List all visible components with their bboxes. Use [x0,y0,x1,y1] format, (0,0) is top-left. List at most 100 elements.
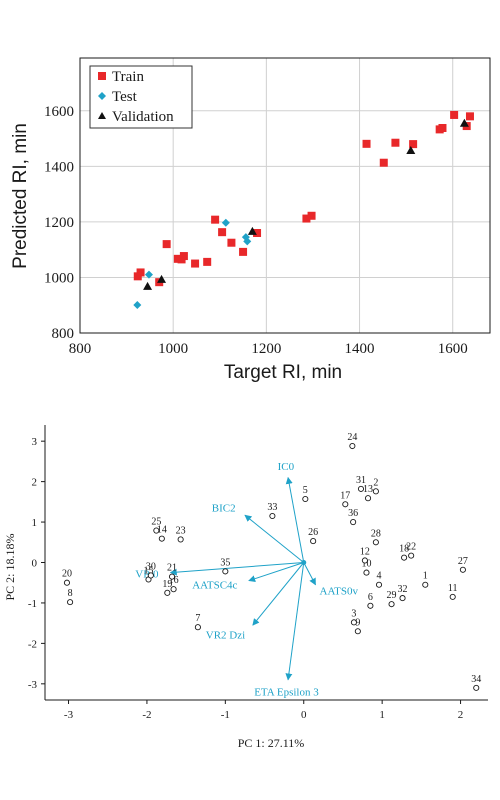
validation-point [406,146,416,154]
loading-label: AATS0v [320,586,359,598]
y-tick-label: 800 [52,326,75,342]
validation-point [459,118,469,127]
x-tick-label: 2 [458,709,464,721]
sample-point [158,535,165,542]
sample-label: 22 [406,542,416,553]
loading-label: IC0 [278,461,295,473]
train-point [162,240,171,249]
y-tick-label: -2 [28,638,37,650]
sample-point [67,599,74,606]
train-point [253,229,262,237]
sample-point [459,566,466,573]
train-point [136,268,145,277]
sample-label: 24 [347,432,357,443]
y-tick-labels: 800 1000 1200 1400 1600 [44,104,74,342]
loading-arrow [169,562,304,576]
train-point [179,252,188,261]
legend-marker-test [98,92,106,100]
sample-point [342,501,349,508]
validation-point [247,226,257,235]
loading-label: VR2 Dzi [206,629,245,641]
y-axis-label: Predicted RI, min [10,123,31,269]
legend-marker-validation [98,112,106,119]
sample-point [170,586,177,593]
sample-label: 28 [371,528,381,539]
sample-point [177,536,184,543]
sample-label: 36 [348,508,358,519]
x-axis-label: Target RI, min [224,362,342,383]
train-point [465,112,474,121]
y-tick-label: 0 [32,558,38,570]
legend-label-train: Train [112,69,144,85]
x-tick-labels: -3 -2 -1 0 1 2 [64,700,463,721]
x-tick-label: -3 [64,709,74,721]
train-point [239,247,248,256]
loading-label: ETA Epsilon 3 [254,687,319,699]
sample-point [473,684,480,691]
x-tick-label: -2 [142,709,151,721]
sample-point [363,569,370,576]
test-point [144,270,153,279]
regression-chart: 800 1000 1200 1400 1600 8001000120014001600 … [10,57,491,383]
x-tick-label: -1 [221,709,230,721]
sample-label: 29 [387,590,397,601]
validation-point [157,274,167,283]
sample-point [449,593,456,600]
sample-point [388,601,395,608]
sample-point [350,619,357,626]
sample-points: 1234567891011121314151617181920212223242… [62,432,481,691]
sample-point [147,572,154,579]
sample-point [361,557,368,564]
sample-label: 27 [458,556,468,567]
sample-label: 16 [169,575,179,586]
loading-arrow [244,514,305,563]
train-point [218,228,227,237]
y-tick-label: -1 [28,598,37,610]
train-point [450,110,459,119]
x-axis-label: PC 1: 27.11% [238,736,305,750]
sample-label: 12 [360,546,370,557]
sample-label: 7 [195,613,200,624]
sample-point [401,554,408,561]
y-tick-label: 1600 [44,104,74,120]
sample-point [408,552,415,559]
y-tick-label: 3 [32,436,38,448]
sample-label: 3 [351,608,356,619]
y-tick-label: 1200 [44,215,74,231]
sample-point [349,442,356,450]
sample-label: 8 [68,588,73,599]
x-tick-label: 1400 [345,341,375,357]
train-point [307,211,316,220]
sample-label: 15 [143,565,153,576]
sample-point [357,485,365,492]
sample-label: 11 [448,583,458,594]
legend-box [89,65,193,129]
sample-point [168,573,176,580]
sample-label: 14 [157,525,167,536]
sample-point [269,512,276,520]
sample-label: 21 [167,563,177,574]
sample-point [399,595,406,602]
sample-point [153,527,160,534]
sample-label: 23 [176,525,186,536]
sample-label: 6 [368,592,373,603]
train-point [362,139,371,148]
sample-label: 19 [162,579,172,590]
loading-label: AATSC4c [192,579,237,591]
loading-arrow [285,562,305,681]
sample-point [222,568,229,575]
train-point [203,257,212,266]
train-point [438,124,447,132]
x-tick-label: 1600 [438,341,468,357]
x-tick-label: 1000 [158,341,188,357]
sample-point [194,624,201,631]
sample-point [372,539,379,546]
test-point [221,218,230,227]
sample-point [164,589,171,596]
sample-label: 34 [471,674,481,685]
sample-label: 20 [62,569,72,580]
loading-arrow [252,562,305,626]
sample-point [375,581,383,588]
x-tick-label: 1 [379,709,385,721]
